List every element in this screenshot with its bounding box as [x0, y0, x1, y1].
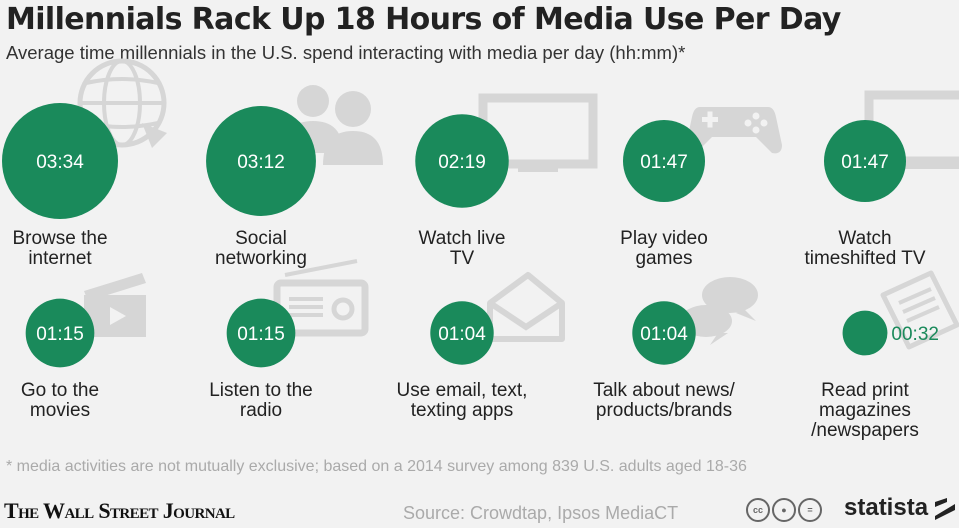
category-label: movies — [30, 400, 90, 421]
category-label: products/brands — [596, 400, 732, 421]
publisher-logo: The Wall Street Journal — [4, 498, 235, 523]
category-label: Watch — [838, 228, 891, 249]
chart-title: Millennials Rack Up 18 Hours of Media Us… — [6, 2, 841, 37]
bubble — [632, 301, 696, 365]
newspaper-icon — [880, 270, 959, 350]
value-label: 03:34 — [36, 152, 84, 173]
category-label: Listen to the — [209, 380, 313, 401]
bubble — [25, 298, 95, 368]
category-label: internet — [28, 248, 92, 269]
globe-icon — [77, 58, 167, 148]
category-label: TV — [450, 248, 475, 269]
bubble — [823, 119, 907, 203]
cc-icon: cc — [746, 498, 770, 522]
category-label: Play video — [620, 228, 708, 249]
category-label: magazines — [819, 400, 911, 421]
chart-subtitle: Average time millennials in the U.S. spe… — [6, 42, 686, 63]
footnote: * media activities are not mutually excl… — [6, 458, 747, 475]
value-label: 01:47 — [640, 152, 688, 173]
category-label: Social — [235, 228, 287, 249]
source-text: Source: Crowdtap, Ipsos MediaCT — [403, 503, 679, 523]
noderivs-icon: = — [798, 498, 822, 522]
radio-icon — [273, 259, 369, 337]
value-label: 03:12 — [237, 152, 285, 173]
value-label: 01:15 — [237, 324, 285, 345]
attribution-icon: ● — [772, 498, 796, 522]
gamepad-icon — [686, 107, 782, 154]
bubble — [415, 114, 509, 208]
bubble — [226, 298, 296, 368]
statista-mark-icon — [935, 498, 955, 520]
bubble — [430, 301, 494, 365]
category-label: timeshifted TV — [804, 248, 925, 269]
bubble — [622, 119, 706, 203]
bubble — [206, 106, 316, 216]
category-label: games — [635, 248, 692, 269]
category-label: Use email, text, — [397, 380, 528, 401]
statista-logo: statista — [844, 494, 929, 521]
value-label: 01:15 — [36, 324, 84, 345]
category-label: networking — [215, 248, 307, 269]
category-label: /newspapers — [811, 420, 919, 441]
envelope-icon — [487, 272, 565, 342]
value-label: 01:47 — [841, 152, 889, 173]
category-label: Browse the — [12, 228, 107, 249]
clapperboard-icon — [84, 273, 146, 337]
category-label: Talk about news/ — [593, 380, 735, 401]
value-label: 00:32 — [891, 324, 939, 345]
category-label: Go to the — [21, 380, 99, 401]
category-label: radio — [240, 400, 282, 421]
bubble — [2, 103, 118, 219]
category-label: Watch live — [419, 228, 506, 249]
category-label: Read print — [821, 380, 909, 401]
value-label: 02:19 — [438, 152, 486, 173]
value-label: 01:04 — [438, 324, 486, 345]
category-label: texting apps — [411, 400, 513, 421]
bubble — [842, 310, 888, 356]
value-label: 01:04 — [640, 324, 688, 345]
